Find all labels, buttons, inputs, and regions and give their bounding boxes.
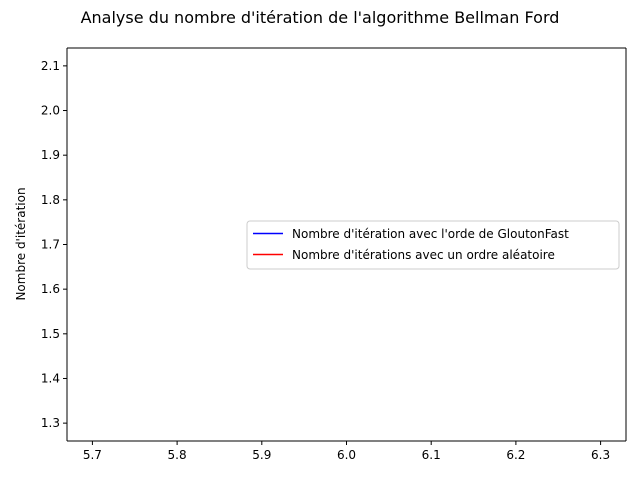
x-axis-ticks: 5.7 5.8 5.9 6.0 6.1 6.2 6.3 xyxy=(83,441,610,462)
legend-label-series-1: Nombre d'itération avec l'orde de Glouto… xyxy=(292,227,569,241)
y-tick-label: 2.0 xyxy=(41,104,60,118)
y-tick-label: 1.7 xyxy=(41,238,60,252)
x-tick-label: 5.8 xyxy=(168,448,187,462)
y-tick-label: 1.3 xyxy=(41,416,60,430)
y-tick-label: 1.8 xyxy=(41,193,60,207)
legend-label-series-2: Nombre d'itérations avec un ordre aléato… xyxy=(292,248,555,262)
chart-title: Analyse du nombre d'itération de l'algor… xyxy=(81,8,560,27)
x-tick-label: 6.0 xyxy=(337,448,356,462)
y-tick-label: 2.1 xyxy=(41,59,60,73)
y-axis-label: Nombre d'itération xyxy=(14,187,28,300)
legend-box xyxy=(246,220,620,270)
y-axis-ticks: 1.3 1.4 1.5 1.6 1.7 1.8 1.9 2.0 2.1 xyxy=(41,59,67,430)
y-tick-label: 1.9 xyxy=(41,148,60,162)
x-tick-label: 5.9 xyxy=(252,448,271,462)
x-tick-label: 6.2 xyxy=(506,448,525,462)
x-tick-label: 6.3 xyxy=(591,448,610,462)
legend: Nombre d'itération avec l'orde de Glouto… xyxy=(246,220,620,270)
y-tick-label: 1.6 xyxy=(41,282,60,296)
y-tick-label: 1.4 xyxy=(41,371,60,385)
x-tick-label: 6.1 xyxy=(422,448,441,462)
x-tick-label: 5.7 xyxy=(83,448,102,462)
y-tick-label: 1.5 xyxy=(41,327,60,341)
